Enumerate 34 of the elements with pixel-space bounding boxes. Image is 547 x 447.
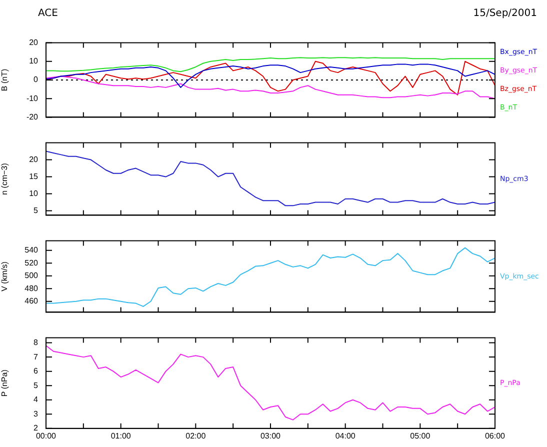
- y-axis-title: B (nT): [0, 68, 10, 92]
- y-axis-title: n (cm−3): [0, 162, 10, 195]
- y-tick-label: 7: [34, 352, 39, 362]
- y-axis-title: V (km/s): [0, 261, 10, 292]
- chart-subtitle: 15/Sep/2001: [473, 8, 537, 19]
- x-tick-label: 00:00: [36, 431, 57, 440]
- y-tick-label: -10: [26, 94, 39, 103]
- y-tick-label: -20: [26, 112, 39, 122]
- x-tick-label: 05:00: [410, 431, 431, 440]
- y-tick-label: 4: [34, 395, 39, 404]
- y-axis-title: P (nPa): [0, 369, 10, 397]
- y-tick-label: 0: [34, 75, 39, 84]
- y-tick-label: 500: [24, 271, 39, 280]
- y-tick-label: 540: [24, 246, 39, 255]
- y-tick-label: 10: [29, 188, 39, 198]
- y-tick-label: 5: [34, 206, 39, 215]
- y-tick-label: 3: [34, 409, 39, 418]
- x-tick-label: 01:00: [110, 431, 132, 440]
- y-tick-label: 20: [29, 38, 39, 48]
- y-tick-label: 480: [24, 284, 39, 293]
- x-tick-label: 04:00: [335, 431, 356, 440]
- y-tick-label: 20: [29, 155, 39, 164]
- y-tick-label: 8: [34, 338, 39, 347]
- y-tick-label: 10: [29, 56, 39, 66]
- x-tick-label: 02:00: [186, 431, 206, 440]
- x-tick-label: 06:00: [484, 431, 506, 440]
- y-tick-label: 15: [29, 172, 39, 181]
- y-tick-label: 520: [24, 258, 39, 268]
- y-tick-label: 6: [34, 366, 39, 376]
- y-tick-label: 5: [34, 380, 39, 390]
- y-tick-label: 2: [34, 424, 39, 433]
- chart-title: ACE: [38, 8, 58, 19]
- x-tick-label: 03:00: [260, 431, 282, 440]
- y-tick-label: 460: [24, 296, 39, 306]
